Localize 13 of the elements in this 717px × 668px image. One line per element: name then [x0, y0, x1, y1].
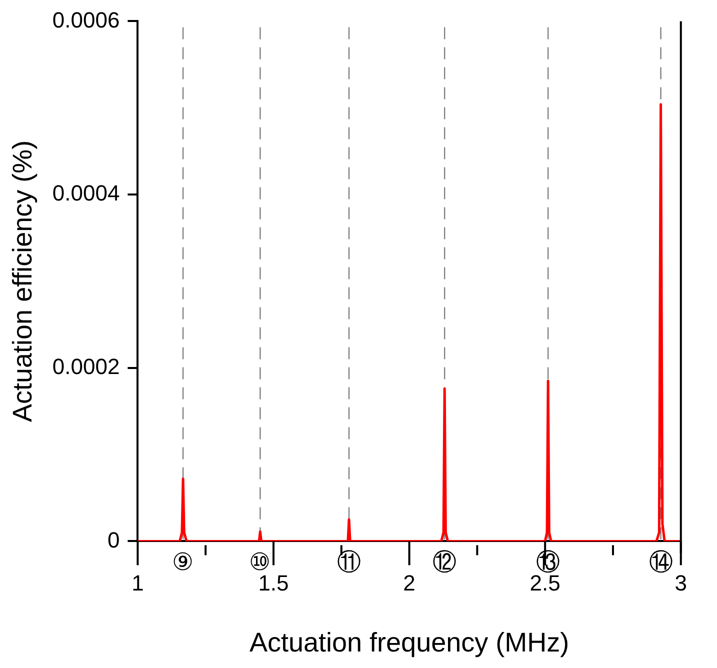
y-tick-label: 0.0004: [52, 180, 120, 206]
x-tick-label: 2: [403, 570, 416, 596]
y-tick-label: 0.0002: [52, 354, 120, 379]
x-axis-title: Actuation frequency (MHz): [249, 627, 570, 658]
y-axis-title: Actuation efficiency (%): [8, 140, 38, 422]
ref-line-label: ⑭: [648, 548, 673, 576]
ref-line-label: ⑨: [172, 548, 194, 576]
x-tick-label: 1: [132, 570, 144, 596]
ref-line-label: ⑫: [432, 548, 457, 576]
y-tick-label: 0: [107, 527, 120, 552]
y-tick-label: 0.0006: [52, 7, 120, 32]
x-tick-label: 3: [674, 570, 688, 596]
ref-line-label: ⑪: [336, 548, 361, 576]
